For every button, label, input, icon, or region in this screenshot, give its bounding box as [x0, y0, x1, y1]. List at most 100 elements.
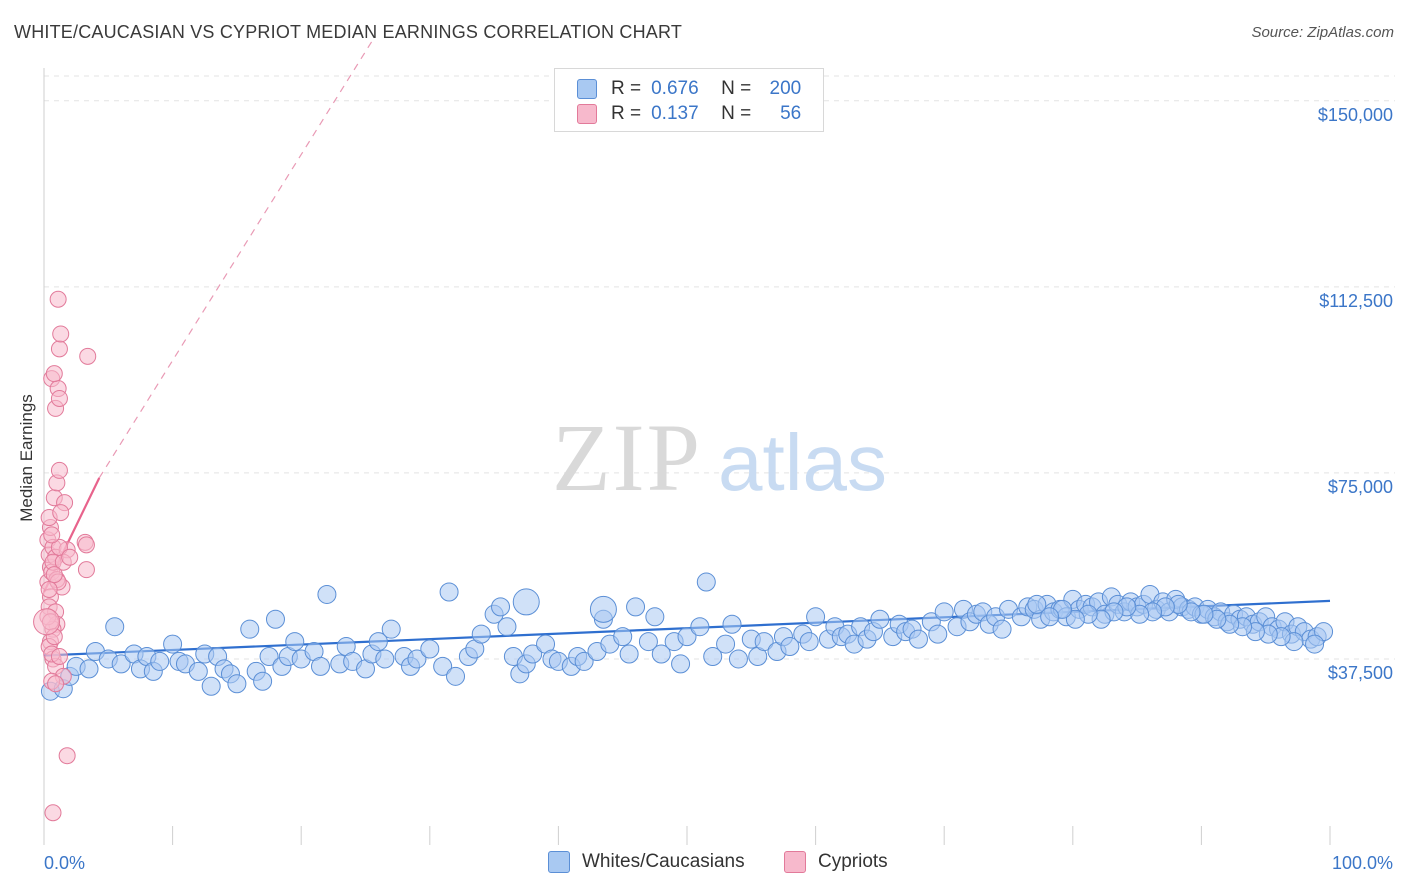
- point-whites: [497, 617, 517, 637]
- point-whites: [433, 656, 453, 676]
- y-tick-label: $75,000: [1328, 477, 1393, 497]
- point-whites: [799, 632, 819, 652]
- point-whites: [645, 607, 665, 627]
- point-whites: [227, 674, 247, 694]
- point-cypriots: [50, 461, 68, 479]
- point-whites: [728, 649, 748, 669]
- legend-swatch-cypriots: [784, 851, 806, 873]
- point-cypriots: [50, 340, 68, 358]
- point-whites: [201, 676, 221, 696]
- point-whites: [696, 572, 716, 592]
- point-whites: [690, 617, 710, 637]
- point-whites: [992, 619, 1012, 639]
- point-whites: [754, 632, 774, 652]
- legend-r-label: R =: [611, 78, 642, 99]
- point-cypriots: [52, 504, 70, 522]
- point-whites: [439, 582, 459, 602]
- point-cypriots: [45, 566, 63, 584]
- point-whites: [79, 659, 99, 679]
- point-whites: [908, 629, 928, 649]
- point-whites: [780, 637, 800, 657]
- point-cypriots: [79, 347, 97, 365]
- point-whites: [638, 632, 658, 652]
- point-cypriots: [44, 804, 62, 822]
- point-whites: [512, 588, 540, 616]
- point-whites: [1027, 594, 1047, 614]
- point-whites: [716, 634, 736, 654]
- point-whites: [446, 666, 466, 686]
- gridlines: [44, 75, 1395, 660]
- legend-n-label: N =: [721, 103, 752, 124]
- point-cypriots: [43, 526, 61, 544]
- y-tick-label: $37,500: [1328, 663, 1393, 683]
- point-whites: [368, 632, 388, 652]
- point-whites: [1040, 607, 1060, 627]
- point-whites: [574, 651, 594, 671]
- y-tick-label: $150,000: [1318, 105, 1393, 125]
- x-tick-label-max: 100.0%: [1332, 853, 1393, 873]
- point-whites: [150, 651, 170, 671]
- point-whites: [523, 644, 543, 664]
- series-legend: Whites/Caucasians Cypriots: [0, 851, 1406, 877]
- points: [33, 290, 1334, 822]
- point-whites: [407, 649, 427, 669]
- point-whites: [265, 609, 285, 629]
- point-whites: [420, 639, 440, 659]
- point-whites: [253, 671, 273, 691]
- point-whites: [111, 654, 131, 674]
- point-cypriots: [50, 389, 68, 407]
- point-whites: [619, 644, 639, 664]
- legend-r-value: 0.137: [651, 103, 699, 124]
- point-cypriots: [58, 747, 76, 765]
- point-cypriots: [77, 561, 95, 579]
- legend-item-cypriots: Cypriots: [784, 851, 888, 873]
- point-cypriots: [77, 536, 95, 554]
- source-label: Source: ZipAtlas.com: [1251, 24, 1394, 41]
- x-tick-label-min: 0.0%: [44, 853, 85, 873]
- point-whites: [671, 654, 691, 674]
- legend-r-label: R =: [611, 103, 642, 124]
- y-axis: $37,500 $75,000 $112,500 $150,000: [43, 68, 1393, 845]
- point-whites: [928, 624, 948, 644]
- point-whites: [626, 597, 646, 617]
- legend-n-label: N =: [721, 78, 752, 99]
- point-whites: [806, 607, 826, 627]
- trendlines: [43, 40, 1331, 657]
- legend-swatch-whites: [577, 79, 597, 99]
- point-whites: [105, 617, 125, 637]
- point-cypriots: [40, 580, 58, 598]
- point-cypriots: [49, 290, 67, 308]
- watermark: ZIP atlas: [552, 404, 887, 511]
- point-whites: [934, 602, 954, 622]
- point-whites: [285, 632, 305, 652]
- point-whites: [491, 597, 511, 617]
- x-axis: 0.0% 100.0%: [43, 826, 1393, 873]
- point-whites: [870, 609, 890, 629]
- legend-label-whites: Whites/Caucasians: [582, 851, 745, 872]
- point-whites: [317, 584, 337, 604]
- point-cypriots: [33, 608, 61, 636]
- point-cypriots: [50, 647, 68, 665]
- point-whites: [1305, 634, 1325, 654]
- point-whites: [651, 644, 671, 664]
- point-whites: [703, 646, 723, 666]
- y-tick-label: $112,500: [1319, 291, 1393, 311]
- point-cypriots: [52, 325, 70, 343]
- legend-r-value: 0.676: [651, 78, 699, 99]
- chart-title: WHITE/CAUCASIAN VS CYPRIOT MEDIAN EARNIN…: [14, 22, 683, 42]
- point-cypriots: [50, 538, 68, 556]
- point-whites: [259, 646, 279, 666]
- point-cypriots: [47, 675, 65, 693]
- watermark-atlas: atlas: [718, 418, 887, 507]
- legend-swatch-cypriots: [577, 104, 597, 124]
- trendline-cypriots-extension: [98, 40, 373, 479]
- point-whites: [722, 614, 742, 634]
- point-whites: [589, 595, 617, 623]
- point-whites: [188, 661, 208, 681]
- point-whites: [471, 624, 491, 644]
- legend-label-cypriots: Cypriots: [818, 851, 888, 872]
- point-whites: [375, 649, 395, 669]
- legend-n-value: 56: [780, 103, 802, 124]
- legend-n-value: 200: [769, 78, 802, 99]
